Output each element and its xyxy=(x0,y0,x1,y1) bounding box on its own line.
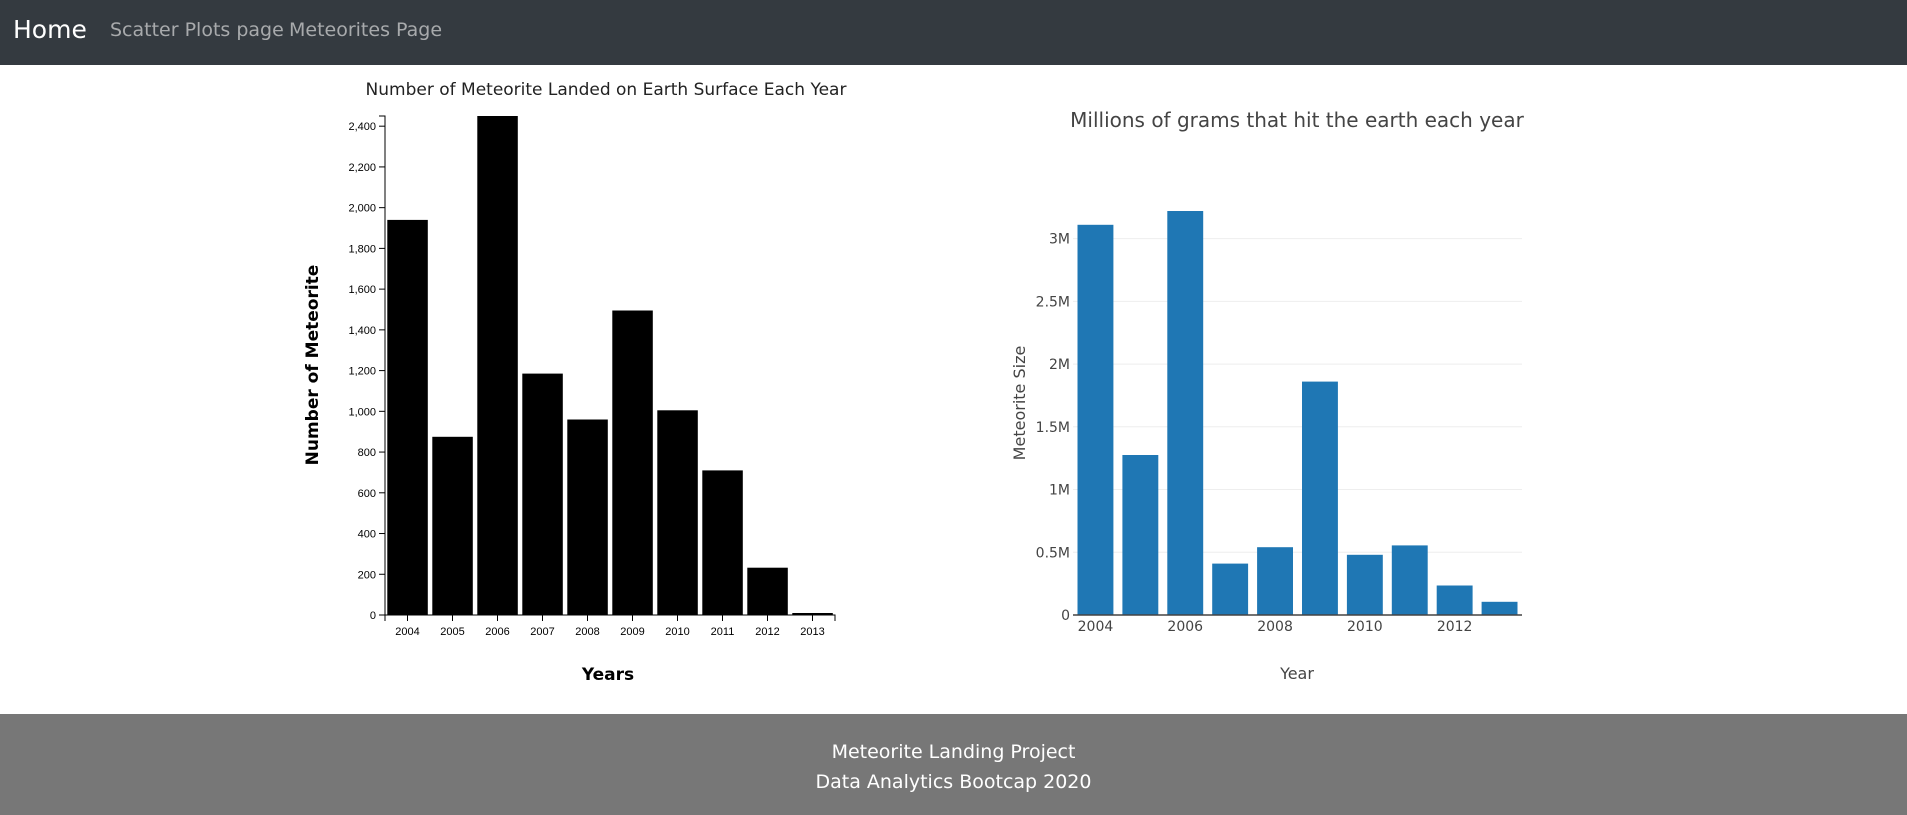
meteorite-count-chart: Number of Meteorite Landed on Earth Surf… xyxy=(303,80,846,685)
chart1-bar xyxy=(387,219,428,615)
chart2-title: Millions of grams that hit the earth eac… xyxy=(1070,108,1524,132)
chart1-bar xyxy=(432,436,473,615)
chart1-y-tick-label: 1,200 xyxy=(348,366,376,378)
chart2-y-tick-label: 3M xyxy=(1049,232,1070,248)
chart1-bar xyxy=(477,116,518,615)
chart1-y-axis-line xyxy=(379,115,386,616)
chart1-y-tick-label: 1,000 xyxy=(348,406,376,418)
nav-meteorites-link[interactable]: Meteorites Page xyxy=(289,19,443,41)
chart1-y-tick-label: 1,400 xyxy=(348,325,376,337)
chart1-y-axis-title: Number of Meteorite xyxy=(303,265,323,466)
chart1-bar xyxy=(567,419,608,615)
chart2-y-axis-title: Meteorite Size xyxy=(1010,346,1029,461)
chart2-x-tick-label: 2004 xyxy=(1078,619,1114,635)
footer-project-name: Meteorite Landing Project xyxy=(831,741,1076,763)
nav-home-link[interactable]: Home xyxy=(13,15,87,44)
chart2-bar xyxy=(1391,545,1428,615)
chart1-x-tick-label: 2010 xyxy=(665,626,689,638)
chart1-bar xyxy=(702,470,743,615)
chart2-bar xyxy=(1077,224,1114,616)
chart1-y-tick-label: 800 xyxy=(358,447,376,459)
chart1-x-tick-label: 2007 xyxy=(530,626,554,638)
chart2-y-tick-label: 2M xyxy=(1049,357,1070,373)
chart1-y-tick-label: 2,200 xyxy=(348,162,376,174)
chart1-y-tick-label: 2,400 xyxy=(348,121,376,133)
chart1-bar xyxy=(612,310,653,615)
chart1-x-tick-label: 2006 xyxy=(485,626,509,638)
chart1-x-tick-label: 2008 xyxy=(575,626,599,638)
meteorite-mass-chart: Millions of grams that hit the earth eac… xyxy=(1010,108,1525,683)
chart2-bar xyxy=(1302,381,1338,615)
chart2-x-tick-label: 2010 xyxy=(1347,619,1383,635)
chart1-x-tick-label: 2004 xyxy=(395,626,419,638)
chart1-title: Number of Meteorite Landed on Earth Surf… xyxy=(366,80,847,100)
nav-scatter-plots-link[interactable]: Scatter Plots page xyxy=(110,19,284,41)
charts-container: Number of Meteorite Landed on Earth Surf… xyxy=(0,65,1907,714)
chart1-bar xyxy=(657,410,698,615)
chart2-x-tick-label: 2006 xyxy=(1167,619,1203,635)
chart2-bar xyxy=(1167,211,1204,615)
chart1-x-tick-label: 2013 xyxy=(800,626,824,638)
navbar: Home Scatter Plots page Meteorites Page xyxy=(0,0,1907,65)
chart2-y-tick-label: 0 xyxy=(1061,608,1070,624)
chart2-x-tick-label: 2008 xyxy=(1257,619,1293,635)
chart2-bar xyxy=(1212,563,1249,615)
chart1-bar xyxy=(522,373,563,615)
chart2-y-tick-label: 0.5M xyxy=(1036,545,1070,561)
chart2-bar xyxy=(1122,455,1159,615)
chart1-x-tick-label: 2005 xyxy=(440,626,464,638)
chart1-y-tick-label: 1,800 xyxy=(348,243,376,255)
chart2-bar xyxy=(1257,547,1293,615)
chart2-y-tick-label: 1.5M xyxy=(1036,420,1070,436)
chart1-y-tick-label: 400 xyxy=(358,529,376,541)
chart1-y-tick-label: 2,000 xyxy=(348,203,376,215)
chart2-y-tick-label: 2.5M xyxy=(1036,294,1070,310)
chart1-x-tick-label: 2011 xyxy=(711,626,735,638)
chart1-bar xyxy=(792,613,833,615)
chart2-y-tick-label: 1M xyxy=(1049,483,1070,499)
chart2-x-tick-label: 2012 xyxy=(1437,619,1473,635)
chart2-bar xyxy=(1481,601,1518,615)
chart1-y-tick-label: 200 xyxy=(358,569,376,581)
chart2-bar xyxy=(1436,585,1473,615)
chart1-y-tick-label: 1,600 xyxy=(348,284,376,296)
chart1-x-axis-title: Years xyxy=(581,665,634,685)
footer-bootcamp: Data Analytics Bootcap 2020 xyxy=(815,771,1092,793)
chart1-bar xyxy=(747,567,788,615)
chart1-y-tick-label: 600 xyxy=(358,488,376,500)
chart1-y-tick-label: 0 xyxy=(370,610,376,622)
charts-svg: Number of Meteorite Landed on Earth Surf… xyxy=(303,80,1525,685)
chart1-x-tick-label: 2009 xyxy=(620,626,644,638)
chart1-x-tick-label: 2012 xyxy=(755,626,779,638)
chart2-x-axis-title: Year xyxy=(1279,664,1314,683)
footer: Meteorite Landing Project Data Analytics… xyxy=(0,714,1907,815)
chart1-x-axis-line xyxy=(384,614,836,621)
chart2-bar xyxy=(1346,554,1383,615)
